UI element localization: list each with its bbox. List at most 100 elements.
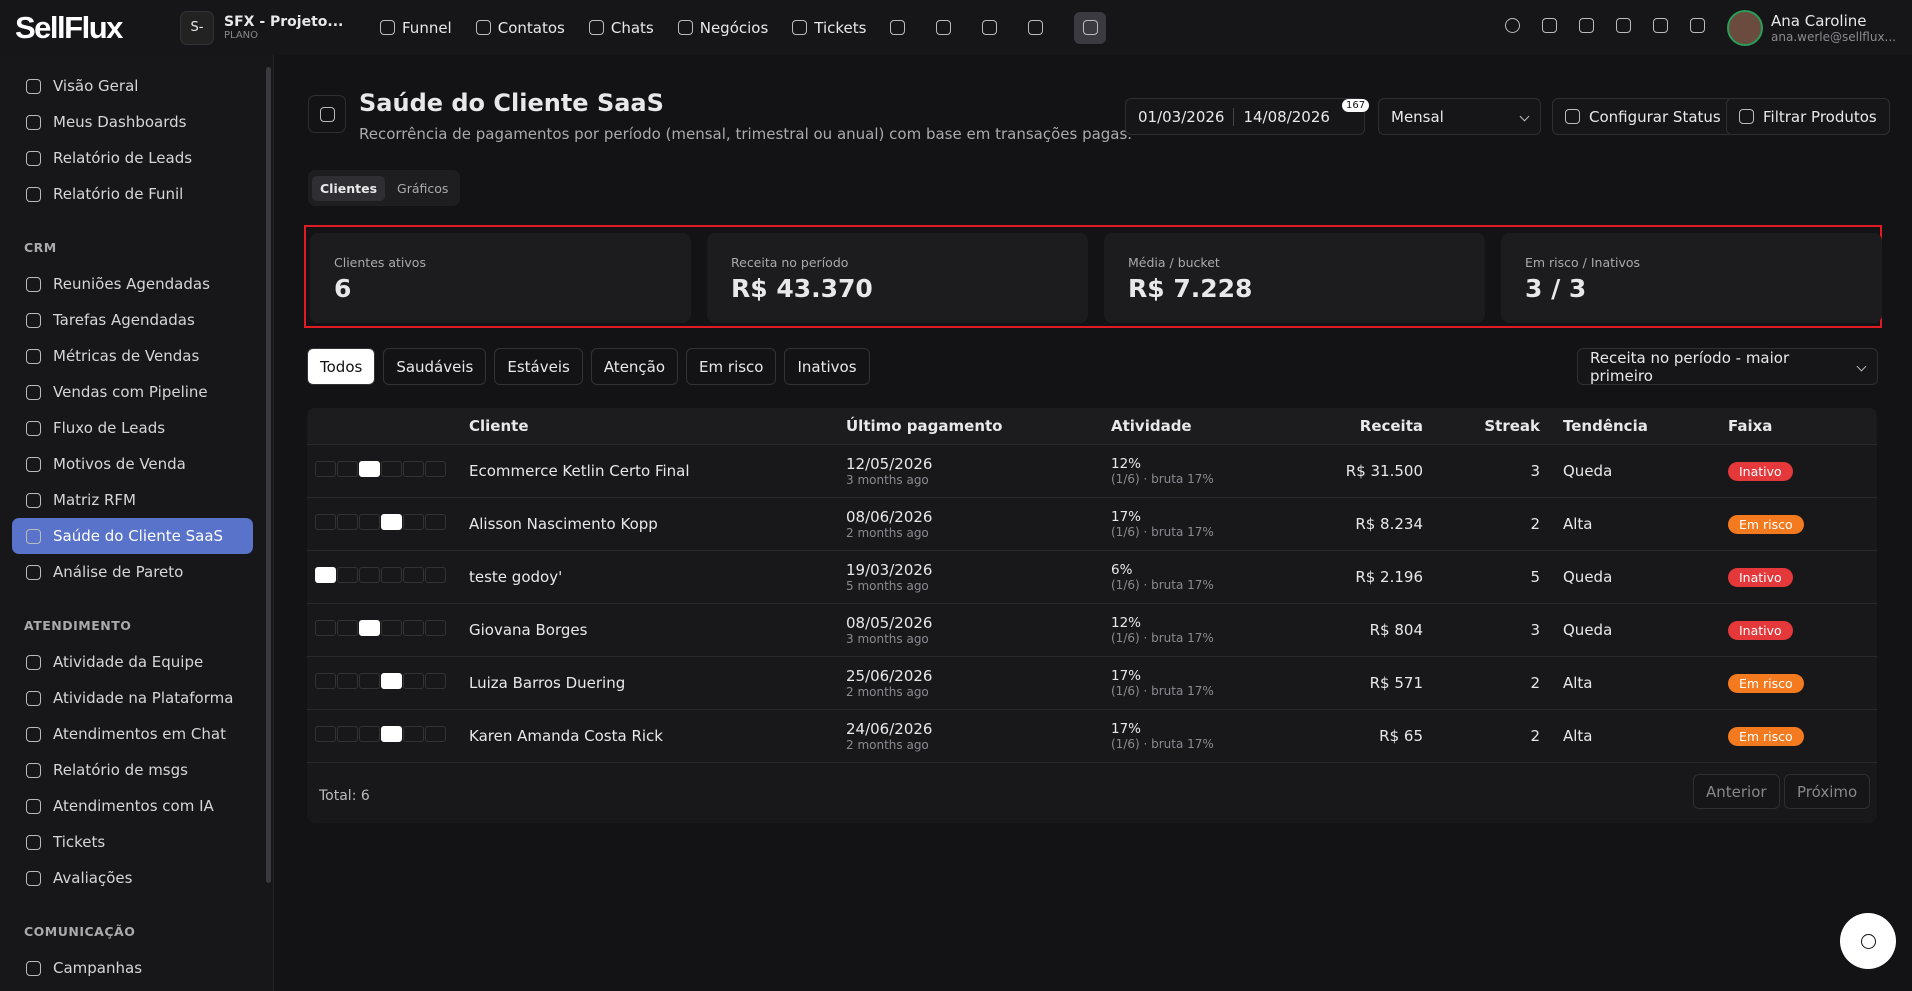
nav-item[interactable]: Negócios (677, 19, 768, 37)
period-select[interactable]: Mensal (1378, 98, 1541, 135)
sidebar-item[interactable]: Tarefas Agendadas (12, 302, 253, 338)
table-row[interactable]: Luiza Barros Duering 25/06/2026 2 months a… (307, 657, 1877, 710)
filter-button[interactable]: Saudáveis (383, 348, 487, 385)
icon (1082, 20, 1098, 35)
sidebar-item[interactable]: Campanhas (12, 950, 253, 986)
activity-slot (315, 726, 336, 742)
sidebar-label: Motivos de Venda (53, 455, 186, 473)
activity-pct: 6% (1111, 562, 1133, 578)
icon (26, 312, 41, 328)
sidebar-item[interactable]: Atividade na Plataforma (12, 680, 253, 716)
status-badge: Em risco (1728, 673, 1804, 693)
icon (26, 186, 41, 202)
payment-ago: 3 months ago (846, 473, 929, 487)
trend: Alta (1563, 727, 1593, 745)
help-button[interactable] (1840, 913, 1896, 969)
nav-icon[interactable] (936, 20, 958, 35)
sidebar-item[interactable]: Matriz RFM (12, 482, 253, 518)
sort-select[interactable]: Receita no período - maior primeiro (1577, 348, 1878, 385)
nav-icon[interactable] (890, 20, 912, 35)
sidebar-item[interactable]: Análise de Pareto (12, 554, 253, 590)
cell: 17% (1/6) · bruta 17% (1111, 509, 1311, 539)
sidebar-item[interactable]: Avaliações (12, 860, 253, 896)
cell: Atividade (1111, 417, 1311, 435)
nav-label: Funnel (402, 18, 452, 37)
sidebar-item[interactable]: Saúde do Cliente SaaS (12, 518, 253, 554)
sidebar-item[interactable]: Motivos de Venda (12, 446, 253, 482)
top-icon[interactable] (1653, 18, 1668, 37)
icon (26, 276, 41, 292)
nav-item[interactable]: Chats (588, 19, 654, 37)
activity-slot (359, 567, 380, 583)
sidebar-item[interactable]: Atendimentos com IA (12, 788, 253, 824)
activity-detail: (1/6) · bruta 17% (1111, 631, 1214, 645)
project-switcher[interactable]: S- SFX - Projeto... PLANO (180, 10, 370, 45)
tabs: Clientes Gráficos (308, 170, 461, 206)
icon (26, 384, 41, 400)
date-sep (1233, 107, 1235, 126)
icon (26, 420, 41, 436)
top-right: Ana Caroline ana.werle@sellflux... (1505, 9, 1896, 46)
table-row[interactable]: Alisson Nascimento Kopp 08/06/2026 2 month… (307, 498, 1877, 551)
sidebar-item[interactable]: Fluxo de Leads (12, 410, 253, 446)
filter-button[interactable]: Todos (307, 348, 376, 385)
nav-item[interactable]: Tickets (792, 19, 866, 37)
header-button[interactable]: Filtrar Produtos (1726, 98, 1890, 135)
nav-label: Tickets (814, 18, 867, 37)
date-range[interactable]: 01/03/2026 14/08/2026 (1125, 98, 1365, 135)
cell: Faixa (1728, 417, 1877, 435)
revenue: R$ 571 (1369, 674, 1423, 692)
filter-button[interactable]: Inativos (784, 348, 870, 385)
tab[interactable]: Clientes (312, 175, 386, 201)
sidebar-item[interactable]: Relatório de Leads (12, 140, 253, 176)
nav-icon[interactable] (982, 20, 1004, 35)
activity-slot (337, 726, 358, 742)
top-icon[interactable] (1616, 18, 1631, 37)
activity-slot (315, 514, 336, 530)
sidebar-item[interactable]: Visão Geral (12, 68, 253, 104)
nav-item[interactable]: Funnel (380, 19, 452, 37)
kpi-label: Clientes ativos (334, 255, 426, 270)
table-row[interactable]: teste godoy' 19/03/2026 5 months ago 6% (1/6… (307, 551, 1877, 604)
activity-slot (403, 567, 424, 583)
chevron (1519, 111, 1530, 122)
sidebar-item[interactable]: Tickets (12, 824, 253, 860)
pager-button[interactable]: Próximo (1784, 774, 1871, 809)
sidebar-item[interactable]: Atendimentos em Chat (12, 716, 253, 752)
nav-icon-active[interactable] (1074, 11, 1107, 44)
kpi-card: Receita no período R$ 43.370 (707, 233, 1088, 323)
cell: Último pagamento (846, 417, 1111, 435)
sidebar-item[interactable]: Métricas de Vendas (12, 338, 253, 374)
filter-button[interactable]: Estáveis (494, 348, 583, 385)
top-icon[interactable] (1690, 18, 1705, 37)
sidebar-item[interactable]: Atividade da Equipe (12, 644, 253, 680)
user[interactable]: Ana Caroline ana.werle@sellflux... (1727, 9, 1896, 46)
kpi-value: 6 (334, 274, 352, 303)
nav-icon[interactable] (1028, 20, 1050, 35)
sidebar-item[interactable]: Relatório de msgs (12, 752, 253, 788)
pager-button[interactable]: Anterior (1693, 774, 1780, 809)
table-row[interactable]: Ecommerce Ketlin Certo Final 12/05/2026 3 … (307, 445, 1877, 498)
icon (792, 20, 808, 35)
filter-button[interactable]: Em risco (686, 348, 777, 385)
top-icon[interactable] (1505, 18, 1520, 37)
nav-item[interactable]: Contatos (475, 19, 565, 37)
activity-slot (359, 461, 380, 477)
icon (936, 20, 952, 35)
sidebar-item[interactable]: Relatório de Funil (12, 176, 253, 212)
table-row[interactable]: Giovana Borges 08/05/2026 3 months ago 12%(… (307, 604, 1877, 657)
tab[interactable]: Gráficos (397, 180, 449, 196)
sidebar-item[interactable]: Reuniões Agendadas (12, 266, 253, 302)
client-name: Alisson Nascimento Kopp (469, 515, 658, 533)
header-button-label: Filtrar Produtos (1763, 107, 1877, 126)
table-total: Total: 6 (319, 788, 370, 804)
table-row[interactable]: Karen Amanda Costa Rick 24/06/2026 2 month… (307, 710, 1877, 763)
main: Saúde do Cliente SaaS Recorrência de paga… (275, 55, 1912, 991)
filter-button[interactable]: Atenção (590, 348, 679, 385)
date-badge: 167 (1342, 99, 1370, 112)
sidebar-item[interactable]: Meus Dashboards (12, 104, 253, 140)
header-button[interactable]: Configurar Status (1552, 98, 1734, 135)
top-icon[interactable] (1542, 18, 1557, 37)
top-icon[interactable] (1579, 18, 1594, 37)
sidebar-item[interactable]: Vendas com Pipeline (12, 374, 253, 410)
